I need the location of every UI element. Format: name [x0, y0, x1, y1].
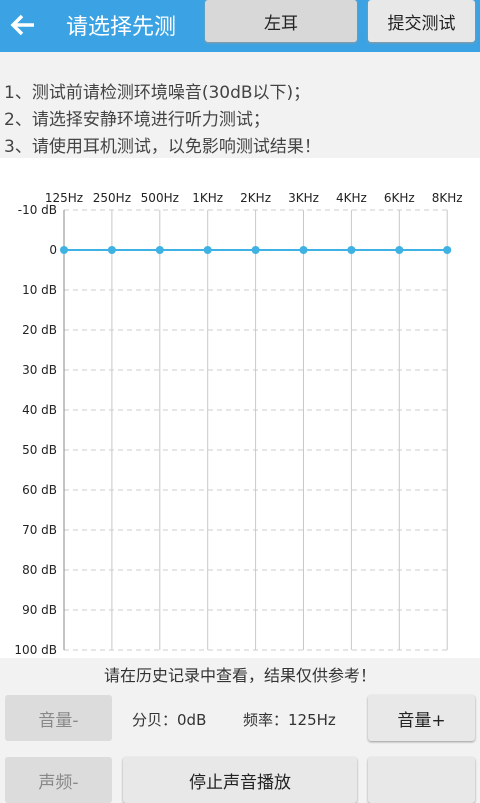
y-tick-label: 40 dB — [22, 403, 57, 417]
x-tick-label: 4KHz — [336, 191, 367, 205]
data-point — [60, 246, 68, 254]
volume-up-button[interactable]: 音量+ — [368, 695, 475, 741]
y-tick-label: 70 dB — [22, 523, 57, 537]
volume-down-button[interactable]: 音量- — [5, 695, 112, 741]
y-tick-label: 50 dB — [22, 443, 57, 457]
instruction: 2、请选择安静环境进行听力测试； — [4, 110, 270, 130]
y-tick-label: 60 dB — [22, 483, 57, 497]
y-tick-label: 10 dB — [22, 283, 57, 297]
back-button[interactable] — [8, 10, 38, 40]
x-tick-label: 8KHz — [432, 191, 463, 205]
freq-down-button[interactable]: 声频- — [5, 757, 112, 803]
x-tick-label: 6KHz — [384, 191, 415, 205]
y-tick-label: 30 dB — [22, 363, 57, 377]
chart: -10 dB 0 10 dB 20 dB 30 dB 40 dB 50 dB 60 dB 70 … — [0, 158, 480, 658]
x-tick-label: 500Hz — [141, 191, 179, 205]
data-point — [107, 246, 116, 254]
y-tick-label: 90 dB — [22, 603, 57, 617]
y-tick-label: 100 dB — [14, 643, 57, 657]
instruction: 3、请使用耳机测试，以免影响测试结果！ — [4, 137, 321, 157]
frequency-readout: 频率：125Hz — [243, 711, 336, 729]
header: 请选择先测 左耳 提交测试 — [0, 0, 480, 52]
data-point — [203, 246, 212, 254]
x-tick-label: 3KHz — [288, 191, 319, 205]
y-tick-label: 20 dB — [22, 323, 57, 337]
x-tick-label: 2KHz — [240, 191, 271, 205]
data-point — [251, 246, 260, 254]
data-point — [443, 246, 452, 254]
y-tick-label: 80 dB — [22, 563, 57, 577]
note: 请在历史记录中查看，结果仅供参考！ — [103, 666, 376, 685]
stop-button[interactable]: 停止声音播放 — [123, 757, 357, 803]
x-tick-label: 250Hz — [93, 191, 131, 205]
x-tick-label: 125Hz — [45, 191, 83, 205]
data-point — [395, 246, 404, 254]
data-point — [299, 246, 308, 254]
page-title: 请选择先测 — [66, 15, 177, 40]
y-tick-label: 0 — [49, 243, 57, 257]
data-point — [347, 246, 356, 254]
y-tick-label: -10 dB — [18, 203, 57, 217]
decibel-readout: 分贝：0dB — [132, 711, 207, 729]
instruction: 1、测试前请检测环境噪音(30dB以下)； — [4, 83, 311, 103]
data-point — [155, 246, 164, 254]
chart-background — [0, 158, 480, 658]
x-tick-label: 1KHz — [192, 191, 223, 205]
ear-button[interactable]: 左耳 — [205, 0, 357, 42]
submit-button[interactable]: 提交测试 — [368, 0, 475, 42]
freq-up-button[interactable] — [368, 757, 475, 803]
